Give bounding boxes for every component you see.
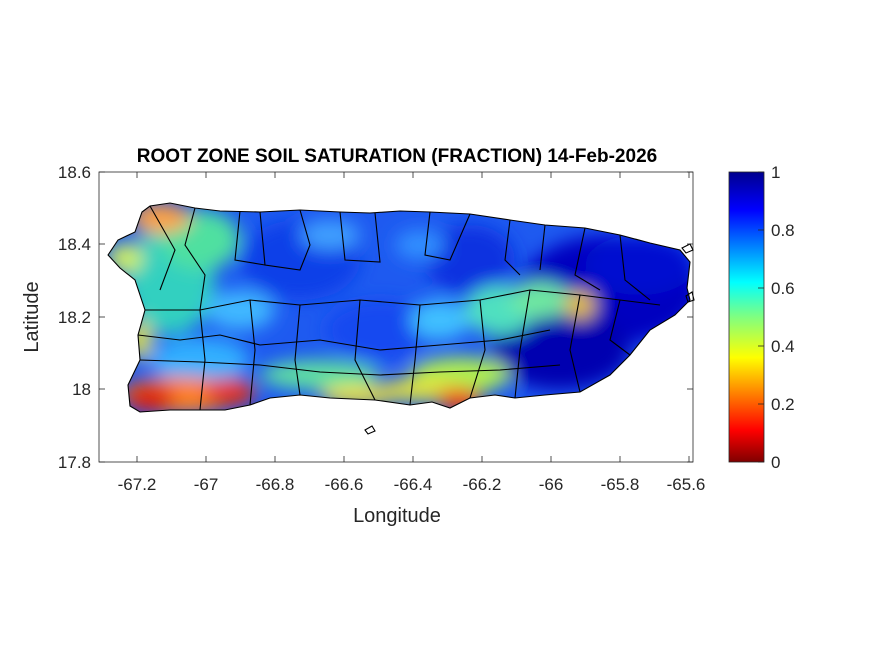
colorbar-tick-label: 0.8: [771, 221, 795, 240]
x-tick-label: -67: [194, 475, 219, 494]
colorbar-tick-label: 0.2: [771, 395, 795, 414]
x-tick-label: -66.2: [463, 475, 502, 494]
y-axis: 18.6 18.4 18.2 18 17.8 Latitude: [21, 163, 693, 472]
y-tick-label: 18.2: [58, 308, 91, 327]
boundaries: [107, 202, 695, 435]
x-tick-label: -66: [539, 475, 564, 494]
x-tick-label: -65.6: [667, 475, 706, 494]
colorbar: 1 0.8 0.6 0.4 0.2 0: [728, 163, 795, 472]
y-tick-label: 18.6: [58, 163, 91, 182]
colorbar-tick-label: 0.4: [771, 337, 795, 356]
x-tick-label: -67.2: [118, 475, 157, 494]
x-tick-label: -65.8: [601, 475, 640, 494]
x-axis: -67.2 -67 -66.8 -66.6 -66.4 -66.2 -66 -6…: [118, 172, 706, 527]
y-tick-label: 17.8: [58, 453, 91, 472]
x-axis-label: Longitude: [353, 505, 441, 527]
x-tick-label: -66.4: [394, 475, 433, 494]
map-title: ROOT ZONE SOIL SATURATION (FRACTION) 14-…: [137, 146, 657, 167]
y-axis-label: Latitude: [21, 281, 43, 352]
x-tick-label: -66.6: [325, 475, 364, 494]
x-tick-label: -66.8: [256, 475, 295, 494]
y-tick-label: 18.4: [58, 235, 91, 254]
colorbar-gradient: [728, 171, 765, 463]
y-tick-label: 18: [72, 380, 91, 399]
colorbar-tick-label: 0.6: [771, 279, 795, 298]
colorbar-tick-label: 1: [771, 163, 780, 182]
saturation-field: [108, 203, 690, 412]
colorbar-tick-label: 0: [771, 453, 780, 472]
